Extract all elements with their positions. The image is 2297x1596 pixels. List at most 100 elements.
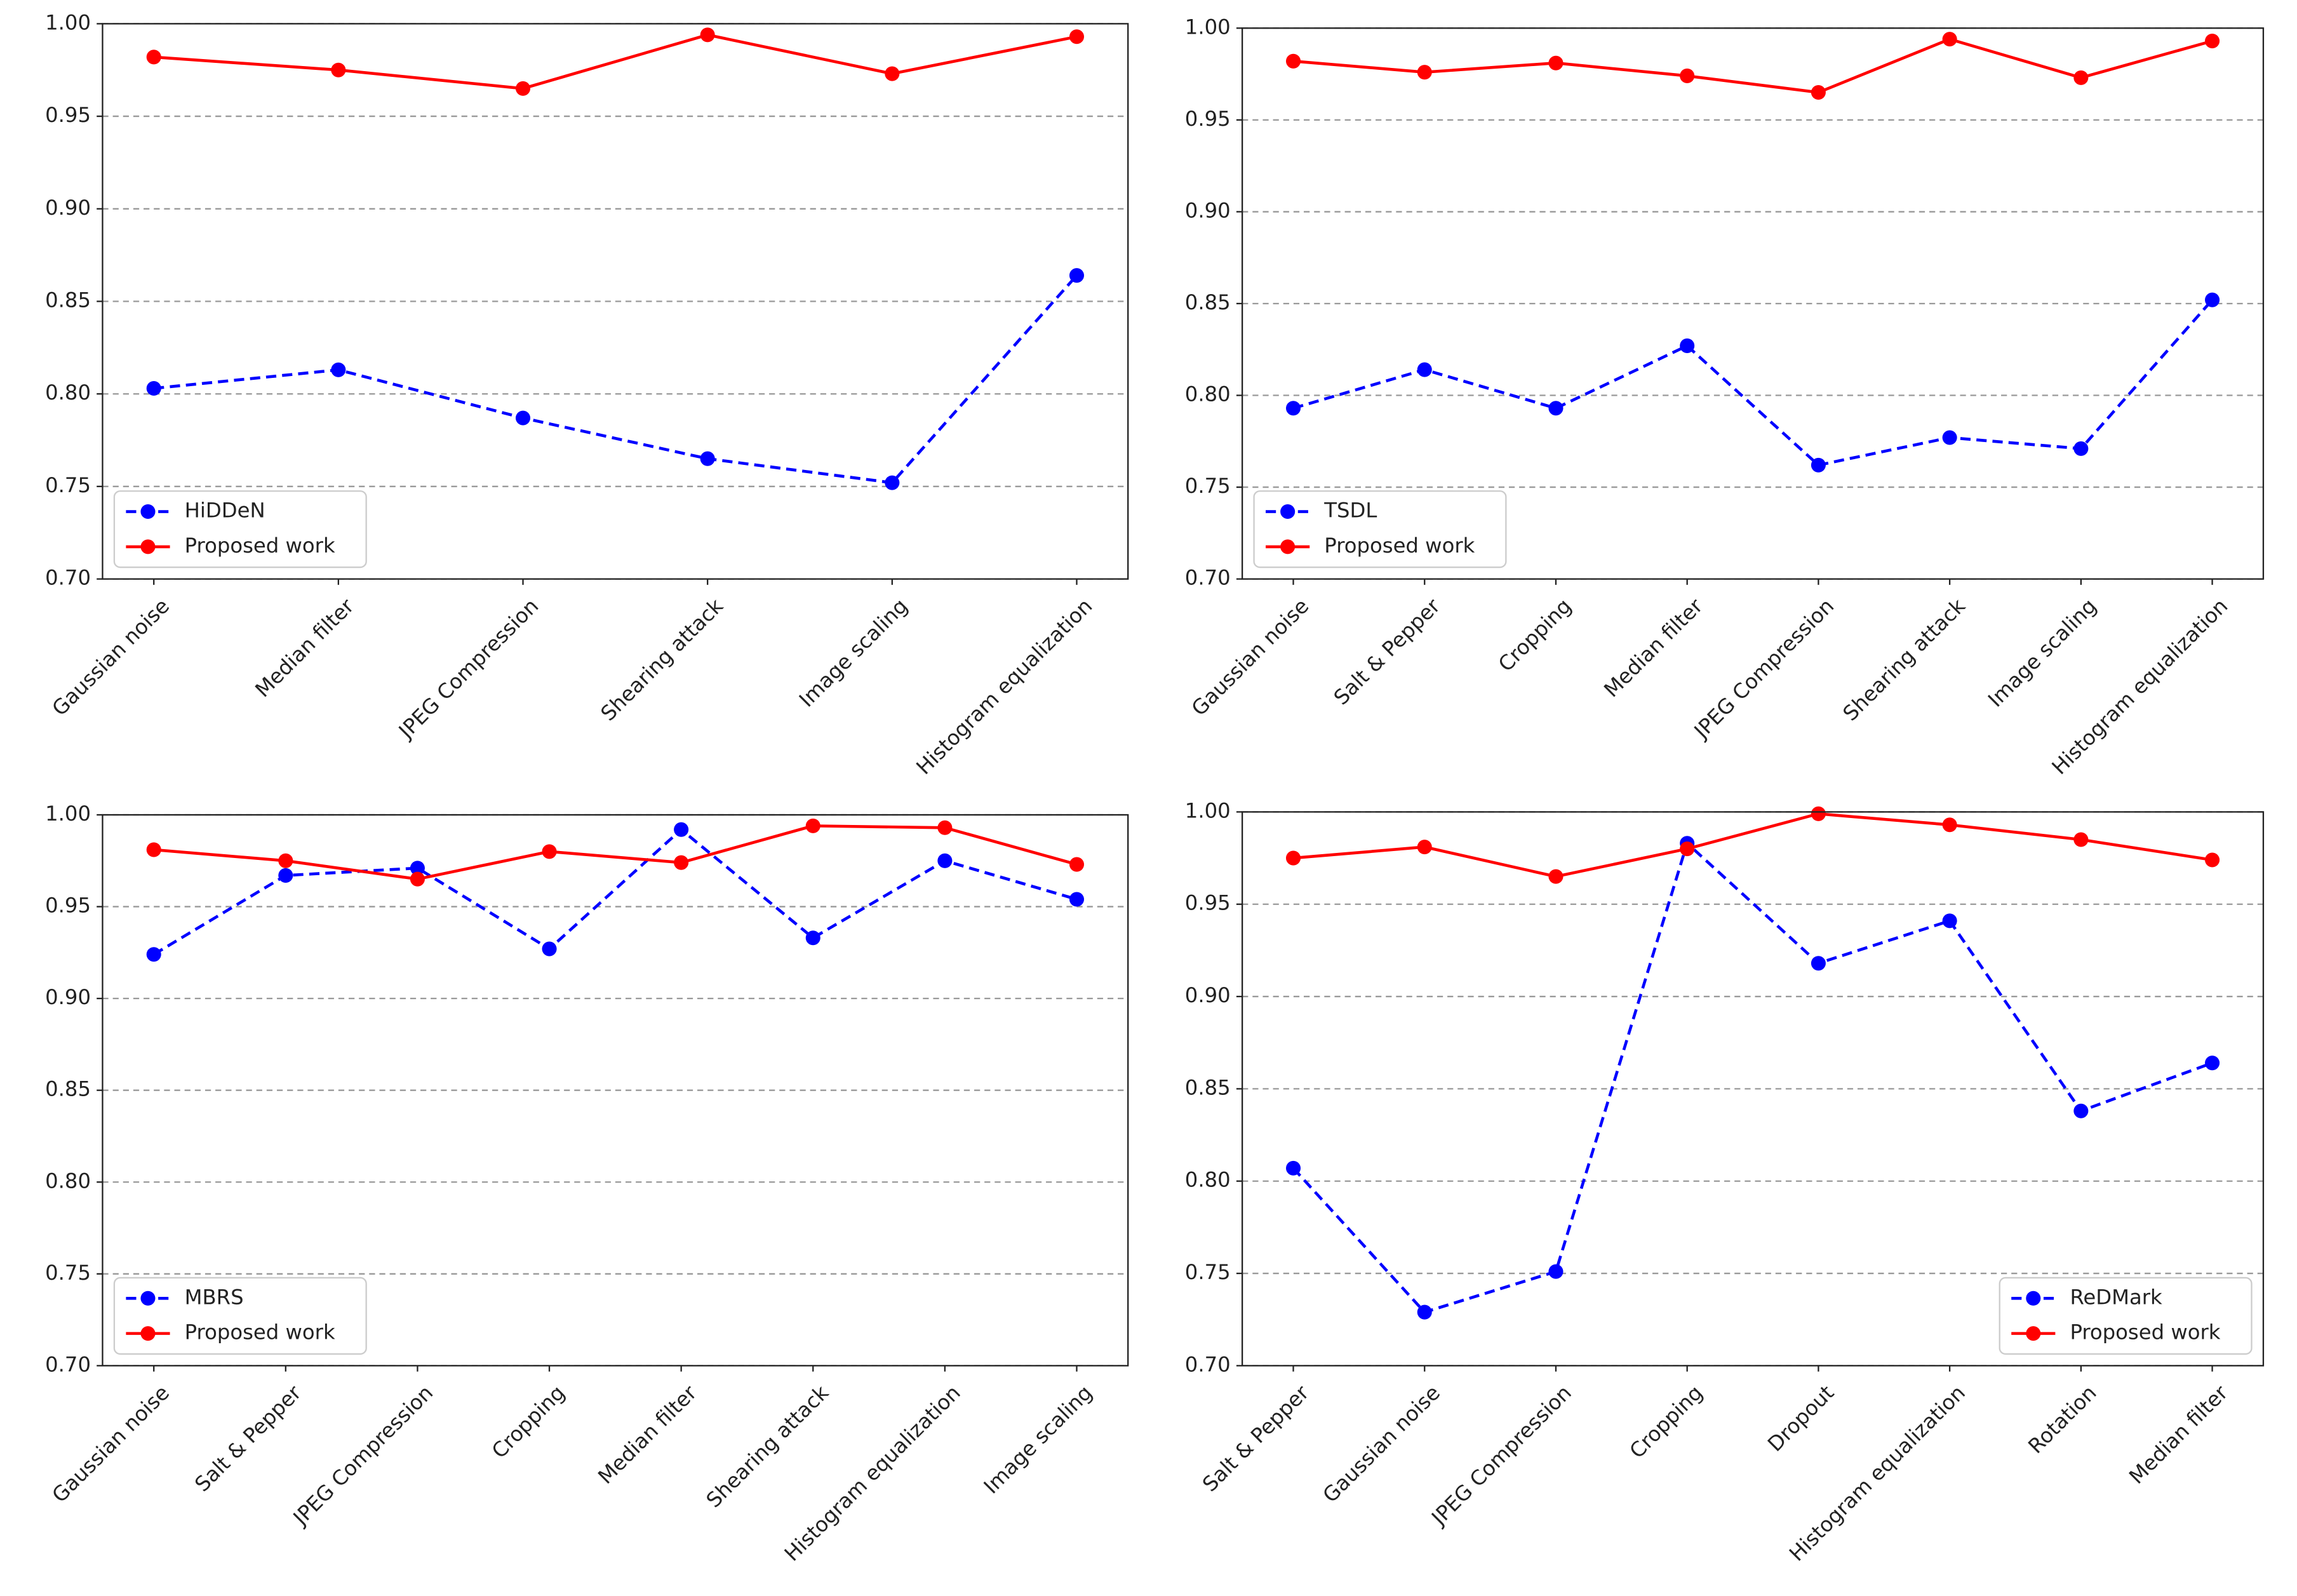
x-tick-label: Image scaling — [1983, 594, 2101, 712]
y-tick-label: 0.80 — [1185, 382, 1231, 406]
y-tick-label: 0.90 — [45, 985, 91, 1009]
data-point — [410, 871, 425, 887]
legend-marker — [140, 1291, 156, 1306]
data-point — [1285, 53, 1301, 69]
y-tick-label: 0.80 — [45, 1169, 91, 1193]
x-tick-label: Cropping — [487, 1381, 570, 1463]
x-tick-label: Dropout — [1763, 1381, 1838, 1456]
plot-frame — [1241, 811, 2265, 1367]
plot-frame — [102, 814, 1129, 1367]
legend-box — [113, 1277, 367, 1355]
data-point — [1069, 857, 1085, 872]
chart-panel: 0.70 0.75 0.80 0.85 0.90 0.95 1.00 Salt & Peppe… — [1185, 798, 2265, 1566]
data-point — [1811, 84, 1826, 100]
x-tick-label: Cropping — [1494, 594, 1576, 676]
series-line — [1293, 37, 2213, 94]
x-tick-label: Histogram equalization — [911, 594, 1097, 779]
y-tick-label: 0.75 — [45, 473, 91, 497]
legend-label: MBRS — [185, 1285, 244, 1309]
data-point — [1069, 29, 1085, 44]
data-point — [674, 822, 689, 837]
x-tick-label: JPEG Compression — [1689, 594, 1838, 744]
legend-marker — [2026, 1291, 2041, 1306]
data-point — [674, 855, 689, 870]
data-point — [1069, 268, 1085, 283]
data-point — [1811, 806, 1826, 821]
series-line — [153, 828, 1078, 956]
y-tick-label: 0.90 — [1185, 198, 1231, 222]
x-tick-label: Image scaling — [979, 1381, 1097, 1499]
data-point — [700, 27, 715, 43]
data-point — [1417, 840, 1432, 855]
data-point — [1417, 362, 1432, 377]
data-point — [146, 380, 161, 396]
x-tick-label: Shearing attack — [596, 594, 728, 726]
x-tick-label: Shearing attack — [1838, 594, 1971, 726]
data-point — [2073, 1103, 2089, 1118]
x-tick-label: JPEG Compression — [393, 594, 543, 744]
y-tick-label: 0.90 — [1185, 983, 1231, 1007]
y-tick-label: 0.90 — [45, 196, 91, 220]
data-point — [1417, 1304, 1432, 1320]
data-point — [937, 853, 953, 868]
y-tick-label: 0.85 — [1185, 1075, 1231, 1099]
data-point — [2073, 832, 2089, 847]
y-tick-label: 0.70 — [45, 566, 91, 590]
x-tick-label: Shearing attack — [702, 1381, 834, 1513]
legend-marker — [140, 539, 156, 554]
y-tick-label: 0.75 — [1185, 1260, 1231, 1284]
x-tick-label: JPEG Compression — [1426, 1381, 1576, 1531]
data-point — [2205, 292, 2220, 307]
x-tick-label: Salt & Pepper — [1198, 1380, 1314, 1496]
legend-box — [1999, 1277, 2253, 1355]
data-point — [1285, 401, 1301, 416]
x-tick-label: Gaussian noise — [47, 1381, 174, 1508]
y-tick-label: 0.85 — [45, 288, 91, 312]
y-tick-label: 0.95 — [45, 103, 91, 127]
legend-marker — [2026, 1326, 2041, 1341]
plot-frame — [102, 23, 1129, 580]
data-point — [885, 475, 900, 490]
series-line — [153, 274, 1078, 485]
data-point — [1548, 1264, 1564, 1279]
data-point — [331, 362, 346, 377]
series-line — [1293, 812, 2213, 878]
data-point — [1942, 817, 1957, 833]
data-point — [1942, 430, 1957, 445]
data-point — [410, 861, 425, 876]
x-tick-label: JPEG Compression — [288, 1381, 438, 1531]
data-point — [937, 820, 953, 835]
legend-marker — [1280, 539, 1296, 554]
legend-box — [113, 490, 367, 568]
x-tick-label: Rotation — [2023, 1381, 2101, 1458]
legend-marker — [140, 504, 156, 520]
x-tick-label: Gaussian noise — [1187, 594, 1314, 721]
x-tick-label: Gaussian noise — [1318, 1381, 1445, 1508]
y-tick-label: 0.70 — [1185, 566, 1231, 590]
data-point — [700, 451, 715, 466]
y-tick-label: 1.00 — [45, 801, 91, 826]
data-point — [1942, 32, 1957, 47]
data-point — [1069, 892, 1085, 907]
data-point — [1680, 68, 1695, 84]
data-point — [1548, 869, 1564, 884]
legend-marker — [140, 1326, 156, 1341]
legend-box — [1253, 490, 1507, 568]
data-point — [1548, 401, 1564, 416]
y-tick-label: 0.95 — [1185, 891, 1231, 915]
chart-panel: 0.70 0.75 0.80 0.85 0.90 0.95 1.00 Gaussian noi… — [45, 10, 1129, 779]
series-line — [154, 824, 1078, 881]
y-tick-label: 0.75 — [1185, 474, 1231, 498]
x-tick-label: Salt & Pepper — [190, 1380, 306, 1496]
data-point — [146, 947, 161, 962]
data-point — [2205, 34, 2220, 49]
plot-frame — [1241, 27, 2265, 580]
x-tick-label: Cropping — [1625, 1381, 1708, 1463]
y-tick-label: 0.85 — [45, 1077, 91, 1101]
legend-label: TSDL — [1323, 499, 1377, 523]
y-tick-label: 0.85 — [1185, 290, 1231, 314]
x-tick-label: Median filter — [1599, 594, 1708, 702]
y-tick-label: 1.00 — [1185, 798, 1231, 822]
x-tick-label: Salt & Pepper — [1329, 594, 1445, 710]
